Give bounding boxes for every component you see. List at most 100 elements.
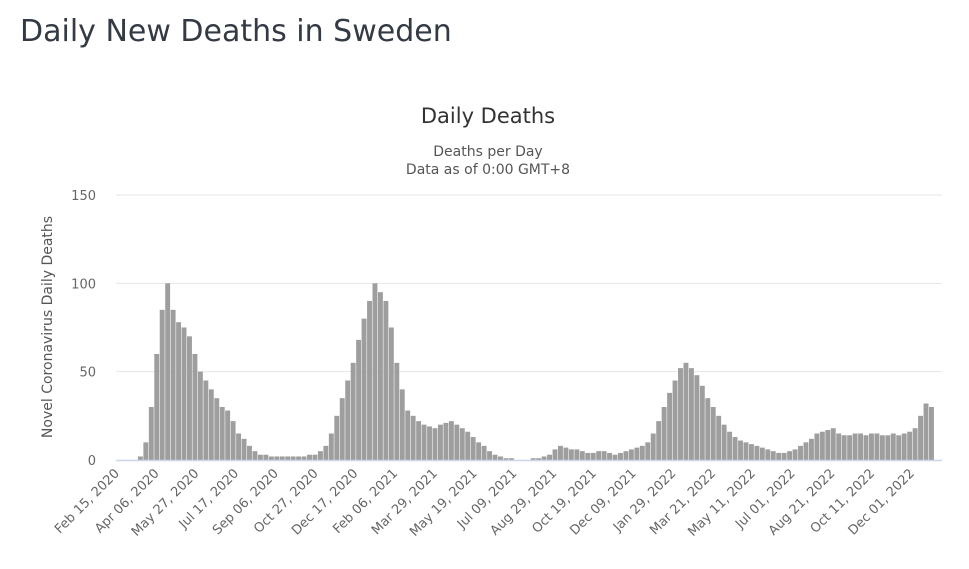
bar <box>590 452 596 460</box>
chart-subtitle-1: Deaths per Day <box>433 144 542 160</box>
bar <box>274 456 280 460</box>
bar <box>257 454 263 460</box>
bar <box>399 389 405 460</box>
bar <box>159 309 165 460</box>
bar <box>214 398 220 460</box>
bar <box>230 421 236 460</box>
bar <box>759 447 765 460</box>
bar <box>830 428 836 460</box>
bar <box>748 444 754 460</box>
bar <box>307 454 312 460</box>
bar <box>639 445 645 460</box>
bar <box>476 442 482 460</box>
bar <box>279 456 285 460</box>
bar <box>225 410 231 460</box>
bar <box>219 407 225 460</box>
bar <box>661 407 667 460</box>
bar <box>743 442 749 460</box>
bar <box>437 424 443 460</box>
bar <box>197 371 203 460</box>
bar <box>394 362 400 460</box>
bar <box>290 456 296 460</box>
bar <box>187 336 192 460</box>
bar <box>487 451 492 460</box>
bar <box>143 442 149 460</box>
bar <box>623 451 629 460</box>
bar <box>208 389 214 460</box>
chart-title: Daily Deaths <box>421 104 555 128</box>
bar <box>247 445 252 460</box>
bar <box>323 445 329 460</box>
bar <box>612 454 618 460</box>
bar <box>372 283 378 460</box>
bar <box>530 458 536 460</box>
bar <box>432 428 438 460</box>
bar <box>601 451 607 460</box>
bar <box>618 452 623 460</box>
bar <box>852 433 858 460</box>
bar <box>923 403 929 460</box>
bar <box>350 362 356 460</box>
chart-subtitle-2: Data as of 0:00 GMT+8 <box>406 162 570 178</box>
bar <box>503 458 509 460</box>
bar <box>596 451 602 460</box>
bar <box>721 424 727 460</box>
y-tick-label: 150 <box>71 189 96 204</box>
bar <box>252 451 258 460</box>
bar <box>192 354 198 460</box>
bar <box>377 292 383 460</box>
bar <box>907 431 913 460</box>
bar <box>312 454 318 460</box>
bar <box>296 456 302 460</box>
bar <box>148 407 154 460</box>
bar <box>727 431 733 460</box>
bar <box>536 458 542 460</box>
bar <box>170 309 176 460</box>
bar <box>416 421 422 460</box>
bar <box>388 327 394 460</box>
bar <box>841 435 847 460</box>
bar <box>301 456 307 460</box>
bar <box>481 445 487 460</box>
bar <box>863 435 869 460</box>
bar <box>716 415 722 460</box>
bar <box>383 301 389 460</box>
bar <box>405 410 411 460</box>
bar <box>459 428 465 460</box>
bar <box>890 433 896 460</box>
bar <box>361 318 367 460</box>
bar <box>356 339 362 460</box>
bar <box>814 433 820 460</box>
bar <box>765 449 771 460</box>
bar <box>236 433 242 460</box>
bar <box>334 415 340 460</box>
bar <box>694 375 700 460</box>
bar <box>929 407 934 460</box>
bar <box>558 445 563 460</box>
bar <box>819 431 825 460</box>
y-tick-label: 0 <box>88 454 96 469</box>
bar <box>847 435 853 460</box>
bar <box>705 398 711 460</box>
y-tick-label: 50 <box>79 366 96 381</box>
bar <box>574 449 580 460</box>
bar <box>443 422 449 460</box>
bar <box>181 327 187 460</box>
bar <box>738 440 743 460</box>
bar <box>776 452 782 460</box>
bars <box>137 283 934 460</box>
bar <box>803 442 809 460</box>
bar <box>454 424 460 460</box>
bar <box>808 438 814 460</box>
bar <box>672 380 678 460</box>
bar <box>628 449 634 460</box>
bar <box>421 424 427 460</box>
bar <box>634 447 640 460</box>
bar <box>667 392 673 460</box>
bar <box>836 433 842 460</box>
bar <box>656 421 662 460</box>
bar <box>465 431 471 460</box>
bar <box>770 451 776 460</box>
